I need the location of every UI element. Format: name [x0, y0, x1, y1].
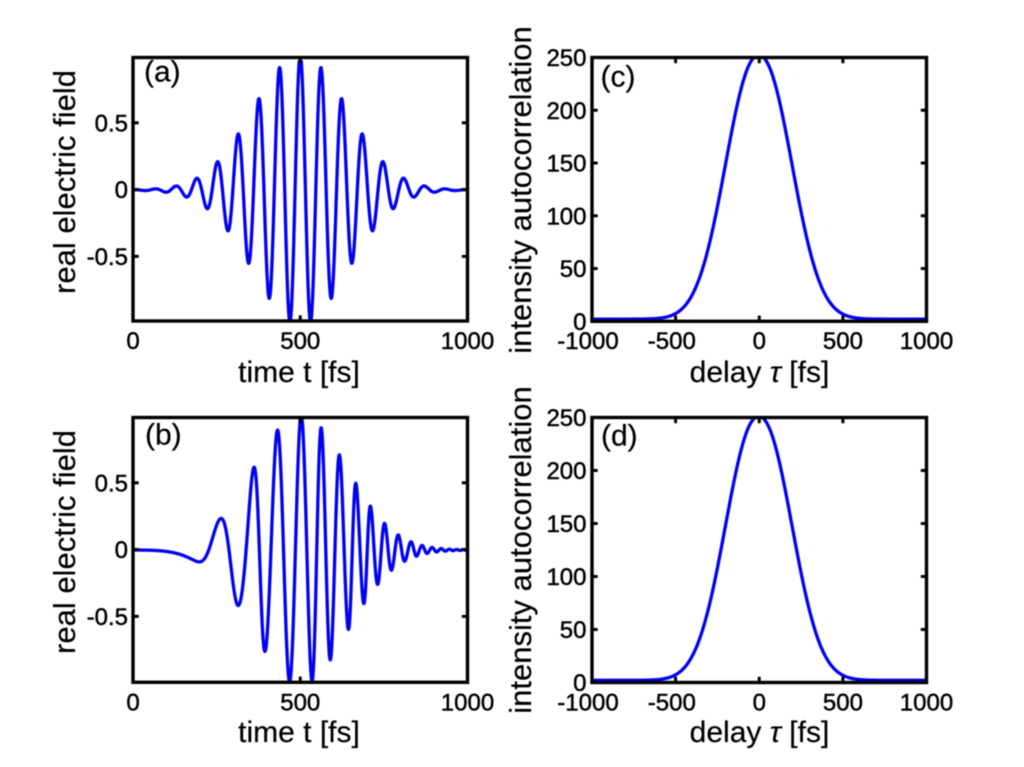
svg-text:1000: 1000: [441, 328, 494, 355]
svg-text:(a): (a): [144, 56, 181, 89]
svg-text:intensity autocorrelation: intensity autocorrelation: [503, 26, 538, 353]
svg-text:intensity autocorrelation: intensity autocorrelation: [503, 386, 538, 713]
svg-text:150: 150: [546, 511, 586, 538]
svg-text:0: 0: [115, 177, 128, 204]
svg-text:time t [fs]: time t [fs]: [238, 356, 360, 389]
svg-text:1000: 1000: [900, 328, 953, 355]
svg-text:(b): (b): [145, 419, 182, 452]
svg-text:(c): (c): [601, 61, 636, 94]
svg-text:delay τ [fs]: delay τ [fs]: [690, 356, 830, 389]
svg-text:100: 100: [546, 564, 586, 591]
svg-text:500: 500: [823, 690, 863, 717]
svg-text:0: 0: [753, 690, 766, 717]
svg-text:200: 200: [546, 98, 586, 125]
svg-text:200: 200: [546, 458, 586, 485]
svg-text:-1000: -1000: [557, 328, 618, 355]
svg-text:150: 150: [546, 151, 586, 178]
svg-text:0.5: 0.5: [95, 110, 128, 137]
svg-text:0: 0: [573, 670, 586, 697]
svg-text:50: 50: [560, 256, 587, 283]
svg-text:0: 0: [753, 328, 766, 355]
svg-text:250: 250: [546, 405, 586, 432]
svg-text:250: 250: [546, 45, 586, 72]
svg-text:1000: 1000: [441, 690, 494, 717]
svg-text:real electric field: real electric field: [47, 70, 82, 294]
svg-text:0: 0: [126, 690, 139, 717]
svg-text:50: 50: [560, 617, 587, 644]
svg-text:500: 500: [280, 328, 320, 355]
svg-text:0: 0: [573, 309, 586, 336]
svg-text:time t [fs]: time t [fs]: [238, 716, 360, 749]
svg-text:500: 500: [823, 328, 863, 355]
svg-text:100: 100: [546, 203, 586, 230]
svg-text:real electric field: real electric field: [47, 430, 82, 654]
svg-text:-1000: -1000: [557, 690, 618, 717]
svg-text:-0.5: -0.5: [87, 604, 128, 631]
svg-text:-0.5: -0.5: [87, 244, 128, 271]
svg-text:-500: -500: [648, 690, 696, 717]
svg-text:1000: 1000: [900, 690, 953, 717]
svg-text:0.5: 0.5: [95, 470, 128, 497]
svg-text:0: 0: [115, 537, 128, 564]
svg-text:0: 0: [126, 328, 139, 355]
svg-text:500: 500: [280, 690, 320, 717]
svg-text:delay τ [fs]: delay τ [fs]: [690, 716, 830, 749]
svg-text:(d): (d): [601, 420, 638, 453]
svg-text:-500: -500: [648, 328, 696, 355]
